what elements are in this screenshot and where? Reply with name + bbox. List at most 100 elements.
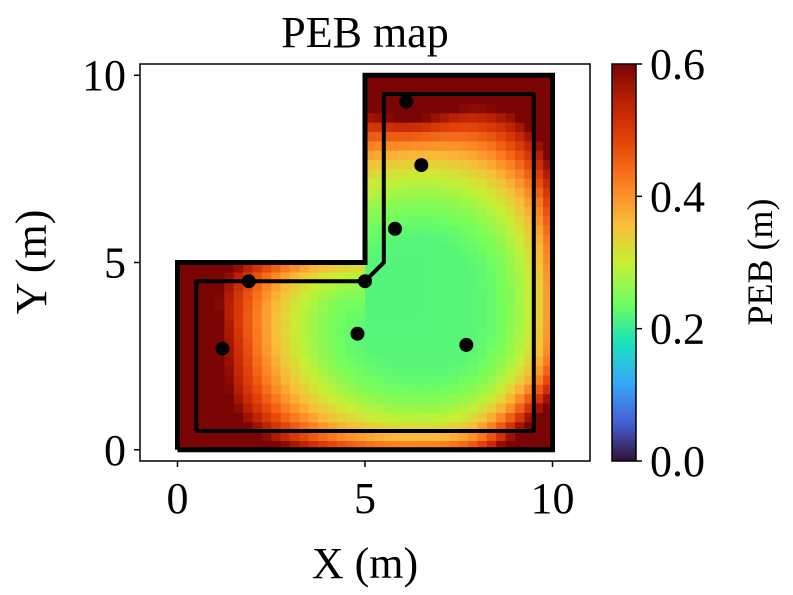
heatmap-cell: [449, 365, 460, 376]
heatmap-cell: [383, 178, 394, 189]
heatmap-cell: [477, 337, 488, 348]
heatmap-cell: [271, 431, 282, 441]
heatmap-cell: [346, 412, 357, 423]
heatmap-cell: [533, 318, 544, 329]
heatmap-cell: [261, 281, 272, 292]
heatmap-cell: [440, 196, 450, 207]
heatmap-cell: [383, 309, 394, 320]
heatmap-cell: [543, 356, 554, 367]
heatmap-cell: [402, 206, 413, 217]
heatmap-cell: [524, 178, 535, 189]
heatmap-cell: [430, 356, 441, 367]
heatmap-cell: [271, 365, 282, 376]
heatmap-cell: [458, 112, 469, 123]
heatmap-cell: [430, 225, 441, 236]
heatmap-cell: [177, 318, 188, 329]
heatmap-cell: [271, 440, 282, 451]
heatmap-cell: [430, 431, 441, 441]
heatmap-cell: [477, 262, 488, 273]
heatmap-cell: [411, 234, 422, 245]
heatmap-cell: [224, 262, 235, 273]
heatmap-cell: [383, 365, 394, 376]
heatmap-cell: [280, 365, 291, 376]
heatmap-cell: [402, 234, 413, 245]
heatmap-cell: [533, 309, 544, 320]
heatmap-cell: [215, 262, 225, 273]
heatmap-cell: [318, 328, 329, 338]
heatmap-cell: [524, 150, 535, 161]
heatmap-cell: [524, 159, 535, 170]
heatmap-cell: [515, 402, 525, 413]
heatmap-cell: [252, 412, 263, 423]
heatmap-cell: [186, 337, 197, 348]
heatmap-cell: [515, 365, 525, 376]
heatmap-cell: [486, 206, 497, 217]
heatmap-cell: [524, 93, 535, 104]
heatmap-cell: [346, 393, 357, 404]
heatmap-cell: [383, 234, 394, 245]
heatmap-cell: [280, 412, 291, 423]
heatmap-cell: [280, 318, 291, 329]
heatmap-cell: [224, 402, 235, 413]
heatmap-cell: [468, 225, 479, 236]
heatmap-cell: [252, 440, 263, 451]
heatmap-cell: [383, 290, 394, 301]
heatmap-cell: [383, 262, 394, 273]
heatmap-cell: [477, 234, 488, 245]
heatmap-cell: [524, 384, 535, 395]
heatmap-cell: [505, 290, 516, 301]
heatmap-cell: [346, 356, 357, 367]
heatmap-cell: [440, 253, 450, 264]
heatmap-cell: [327, 337, 338, 348]
heatmap-cell: [477, 412, 488, 423]
heatmap-cell: [515, 328, 525, 338]
heatmap-cell: [468, 290, 479, 301]
heatmap-cell: [430, 112, 441, 123]
heatmap-cell: [318, 318, 329, 329]
heatmap-cell: [440, 384, 450, 395]
heatmap-cell: [318, 402, 329, 413]
heatmap-cell: [533, 393, 544, 404]
heatmap-cell: [205, 309, 216, 320]
heatmap-cell: [365, 93, 375, 104]
heatmap-cell: [515, 131, 525, 142]
heatmap-cell: [365, 290, 375, 301]
heatmap-cell: [346, 271, 357, 282]
heatmap-cell: [533, 440, 544, 451]
heatmap-cell: [290, 281, 300, 292]
heatmap-cell: [393, 299, 404, 310]
heatmap-cell: [346, 281, 357, 292]
heatmap-cell: [496, 140, 507, 151]
heatmap-cell: [177, 328, 188, 338]
heatmap-cell: [449, 75, 460, 86]
heatmap-cell: [533, 150, 544, 161]
heatmap-cell: [515, 281, 525, 292]
heatmap-cell: [336, 290, 347, 301]
heatmap-cell: [533, 431, 544, 441]
heatmap-cell: [543, 159, 554, 170]
heatmap-layer: [177, 75, 554, 451]
heatmap-cell: [365, 346, 375, 357]
heatmap-cell: [421, 225, 432, 236]
heatmap-cell: [468, 356, 479, 367]
heatmap-cell: [430, 122, 441, 133]
heatmap-cell: [365, 225, 375, 236]
heatmap-cell: [496, 337, 507, 348]
heatmap-cell: [411, 281, 422, 292]
heatmap-cell: [505, 140, 516, 151]
heatmap-cell: [365, 440, 375, 451]
heatmap-cell: [421, 337, 432, 348]
heatmap-cell: [430, 365, 441, 376]
heatmap-cell: [430, 187, 441, 198]
heatmap-cell: [393, 196, 404, 207]
heatmap-cell: [346, 318, 357, 329]
heatmap-cell: [177, 309, 188, 320]
heatmap-cell: [327, 393, 338, 404]
heatmap-cell: [468, 384, 479, 395]
heatmap-cell: [383, 131, 394, 142]
heatmap-cell: [421, 196, 432, 207]
heatmap-cell: [515, 309, 525, 320]
heatmap-cell: [261, 328, 272, 338]
heatmap-cell: [365, 140, 375, 151]
heatmap-cell: [421, 178, 432, 189]
